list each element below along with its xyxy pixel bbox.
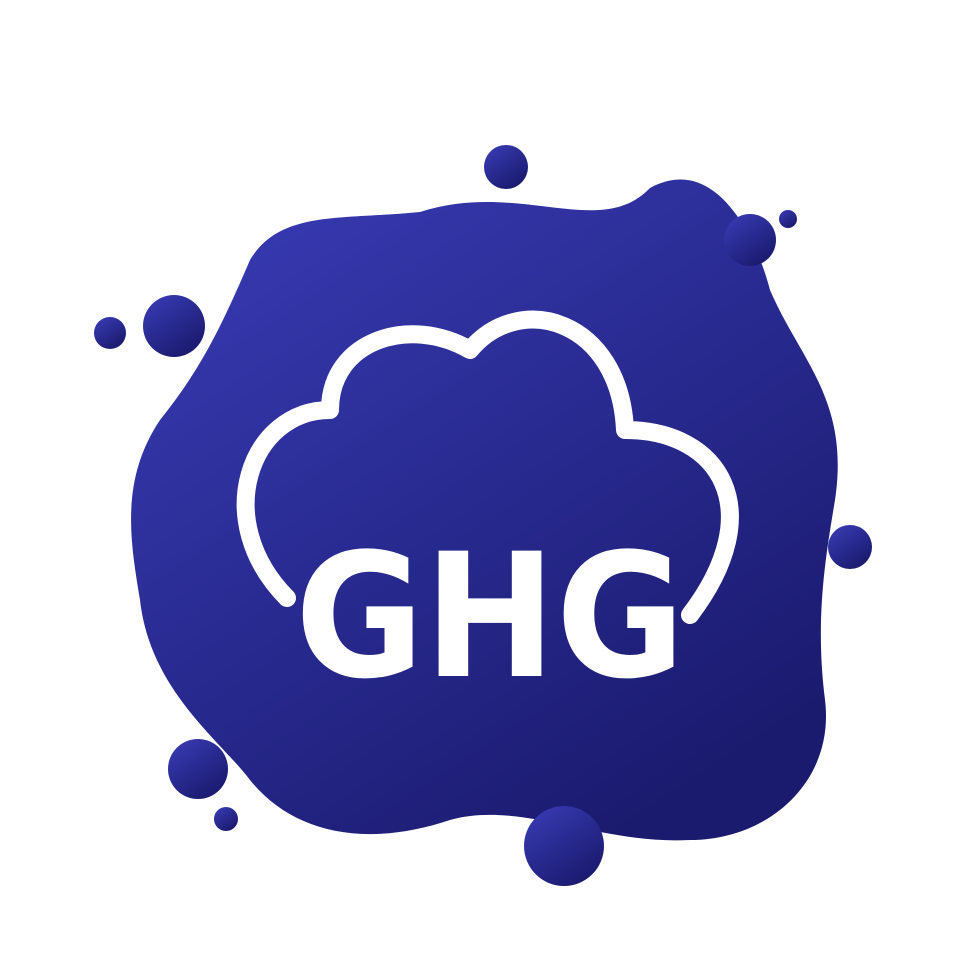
bubble bbox=[524, 806, 604, 886]
bubble bbox=[94, 317, 126, 349]
ghg-label: GHG bbox=[295, 516, 685, 717]
blob-shape bbox=[131, 179, 838, 841]
bubble bbox=[724, 214, 776, 266]
cloud-icon bbox=[236, 310, 739, 624]
bubble bbox=[214, 807, 238, 831]
bubble bbox=[484, 145, 528, 189]
bubble bbox=[779, 210, 797, 228]
bubble bbox=[168, 739, 228, 799]
bubble bbox=[828, 525, 872, 569]
bubble bbox=[143, 295, 205, 357]
